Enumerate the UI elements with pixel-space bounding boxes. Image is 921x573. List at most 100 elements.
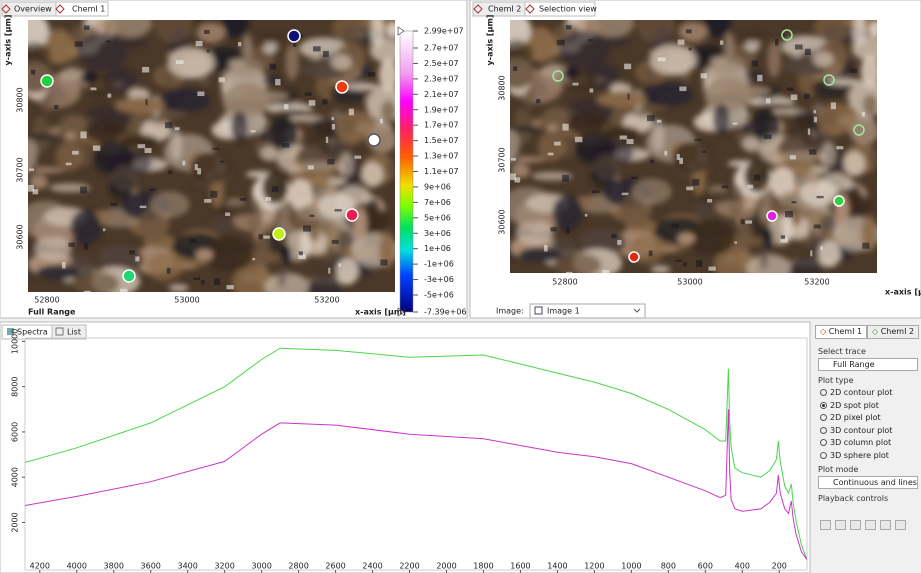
plot-type-option[interactable]: 2D contour plot bbox=[820, 388, 892, 397]
texture-speck bbox=[331, 124, 336, 130]
spot[interactable] bbox=[781, 29, 793, 41]
playback-button[interactable] bbox=[895, 520, 906, 530]
spot[interactable] bbox=[335, 80, 349, 94]
texture-speck bbox=[201, 280, 205, 285]
texture-speck bbox=[694, 138, 702, 141]
spot[interactable] bbox=[40, 74, 54, 88]
texture-speck bbox=[142, 66, 150, 73]
texture-speck bbox=[334, 209, 342, 212]
texture-blob bbox=[369, 38, 395, 63]
colorbar-label: 9e+06 bbox=[424, 182, 451, 191]
spot[interactable] bbox=[345, 208, 359, 222]
trace-select[interactable]: Full Range bbox=[818, 358, 918, 371]
texture-speck bbox=[331, 239, 339, 244]
texture-blob bbox=[386, 22, 395, 39]
spot[interactable] bbox=[628, 251, 640, 263]
texture-blob bbox=[80, 70, 98, 84]
texture-speck bbox=[129, 250, 135, 255]
x-tick-label: 4000 bbox=[67, 562, 87, 571]
texture-blob bbox=[64, 132, 77, 139]
spectrum-line bbox=[25, 347, 807, 560]
texture-speck bbox=[862, 242, 870, 249]
texture-speck bbox=[308, 100, 316, 106]
texture-speck bbox=[298, 254, 306, 260]
plot-type-option[interactable]: 3D contour plot bbox=[820, 426, 892, 435]
texture-blob bbox=[114, 97, 166, 114]
tab-icon bbox=[7, 328, 14, 335]
texture-speck bbox=[84, 290, 91, 292]
texture-blob bbox=[300, 229, 312, 258]
texture-speck bbox=[206, 49, 210, 53]
texture-speck bbox=[168, 170, 173, 174]
texture-speck bbox=[54, 104, 59, 110]
spot[interactable] bbox=[287, 29, 301, 43]
texture-speck bbox=[631, 176, 638, 180]
plot-type-option[interactable]: 3D sphere plot bbox=[820, 451, 889, 460]
tab-label: List bbox=[67, 328, 81, 337]
texture-speck bbox=[565, 227, 570, 234]
texture-speck bbox=[300, 34, 303, 39]
spot[interactable] bbox=[552, 70, 564, 82]
texture-blob bbox=[741, 122, 751, 134]
playback-button[interactable] bbox=[865, 520, 876, 530]
image-label: Image: bbox=[496, 307, 524, 316]
playback-button[interactable] bbox=[880, 520, 891, 530]
x-tick-label: 400 bbox=[735, 562, 750, 571]
range-label: Full Range bbox=[28, 308, 76, 317]
plot-type-option[interactable]: 2D spot plot bbox=[820, 401, 879, 410]
spot[interactable] bbox=[833, 195, 845, 207]
texture-speck bbox=[547, 152, 554, 156]
tab[interactable] bbox=[524, 1, 596, 17]
texture-speck bbox=[197, 168, 201, 175]
texture-speck bbox=[619, 135, 628, 140]
tab-label: ChemI 2 bbox=[880, 327, 915, 336]
tab[interactable]: ◇ ChemI 2 bbox=[867, 325, 920, 339]
texture-blob bbox=[798, 217, 810, 238]
texture-speck bbox=[536, 99, 541, 104]
texture-blob bbox=[862, 94, 877, 116]
texture-blob bbox=[210, 215, 241, 234]
texture-blob bbox=[199, 77, 210, 86]
texture-blob bbox=[29, 175, 48, 190]
texture-speck bbox=[65, 162, 72, 166]
texture-blob bbox=[255, 231, 270, 269]
spot[interactable] bbox=[122, 269, 136, 283]
texture-speck bbox=[656, 119, 662, 123]
texture-blob bbox=[221, 20, 249, 39]
texture-speck bbox=[804, 48, 811, 56]
texture-blob bbox=[752, 210, 761, 240]
plot-type-option[interactable]: 2D pixel plot bbox=[820, 413, 881, 422]
y-tick-label: 10000 bbox=[11, 329, 20, 354]
spot[interactable] bbox=[272, 227, 286, 241]
playback-button[interactable] bbox=[835, 520, 846, 530]
image-select[interactable] bbox=[529, 303, 646, 319]
x-tick-label: 52800 bbox=[34, 296, 59, 305]
texture-speck bbox=[238, 42, 242, 47]
texture-blob bbox=[307, 276, 342, 292]
plot-type-option[interactable]: 3D column plot bbox=[820, 438, 891, 447]
spot[interactable] bbox=[823, 74, 835, 86]
texture-blob bbox=[169, 127, 183, 161]
plot-mode-select[interactable]: Continuous and lines bbox=[818, 476, 918, 489]
texture-blob bbox=[566, 111, 606, 136]
y-tick-label: 30800 bbox=[16, 87, 25, 112]
image-icon bbox=[534, 306, 543, 315]
texture-speck bbox=[688, 47, 692, 51]
texture-speck bbox=[795, 44, 803, 50]
tab[interactable]: ◇ ChemI 1 bbox=[815, 325, 868, 339]
playback-button[interactable] bbox=[820, 520, 831, 530]
spot[interactable] bbox=[853, 124, 865, 136]
texture-speck bbox=[789, 155, 796, 160]
x-axis-label: x-axis [µm] bbox=[885, 288, 921, 297]
colorbar-label: 2.7e+07 bbox=[424, 44, 459, 53]
texture-speck bbox=[707, 199, 713, 203]
spot[interactable] bbox=[367, 133, 381, 147]
texture-speck bbox=[380, 259, 388, 266]
spot[interactable] bbox=[766, 210, 778, 222]
texture-speck bbox=[68, 242, 75, 247]
playback-button[interactable] bbox=[850, 520, 861, 530]
texture-blob bbox=[559, 30, 611, 68]
texture-blob bbox=[742, 136, 760, 152]
texture-speck bbox=[696, 260, 703, 267]
